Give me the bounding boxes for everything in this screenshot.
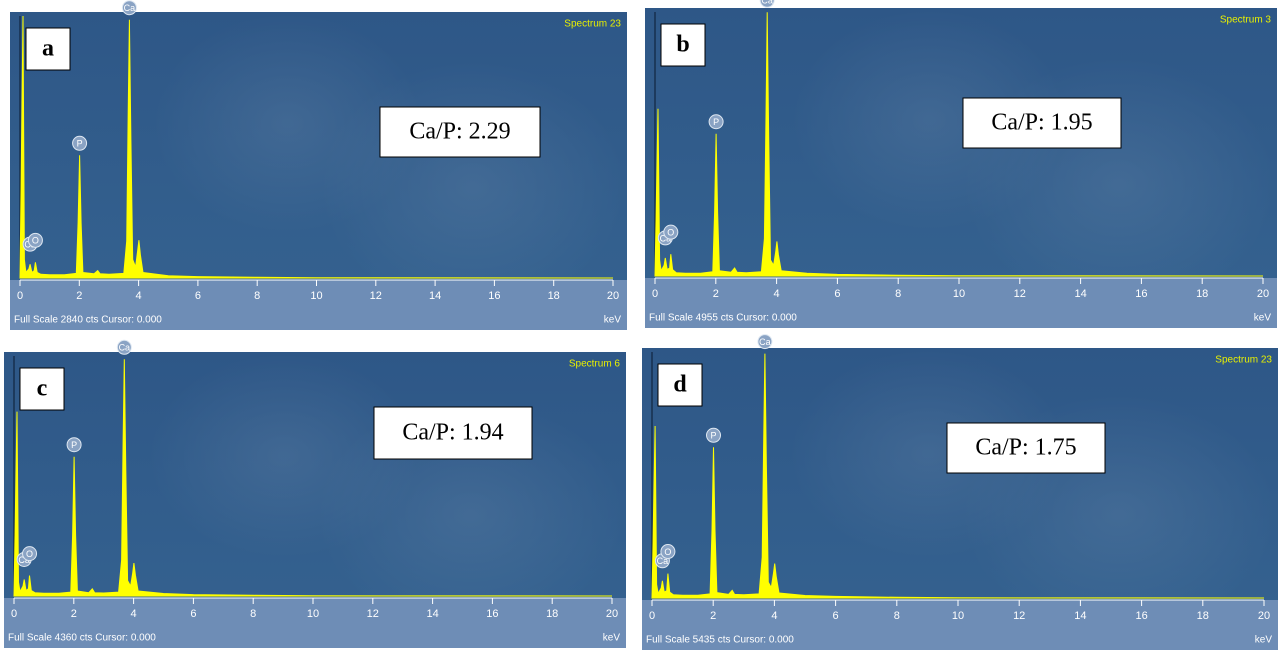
x-tick-label: 4: [774, 288, 780, 300]
footer: Full Scale 2840 cts Cursor: 0.000: [14, 315, 162, 326]
x-tick-label: 10: [953, 288, 965, 300]
x-tick-label: 10: [310, 290, 322, 302]
peak-label: O: [667, 228, 674, 238]
peak-label: Ca: [761, 0, 773, 6]
panel-label: c: [37, 376, 48, 402]
footer: Full Scale 5435 cts Cursor: 0.000: [646, 635, 794, 646]
x-tick-label: 4: [771, 610, 777, 622]
x-tick-label: 12: [367, 608, 379, 620]
ratio-text: Ca/P: 1.95: [991, 110, 1092, 136]
page: {"chart_data": [ {"type": "area", "panel…: [0, 0, 1280, 652]
x-tick-label: 4: [136, 290, 142, 302]
x-tick-label: 4: [131, 608, 137, 620]
x-tick-label: 18: [1197, 610, 1209, 622]
x-tick-label: 14: [1074, 610, 1086, 622]
x-tick-label: 18: [1196, 288, 1208, 300]
x-unit: keV: [603, 633, 621, 644]
x-tick-label: 6: [833, 610, 839, 622]
x-tick-label: 8: [254, 290, 260, 302]
spectrum-name: Spectrum 23: [564, 19, 621, 30]
x-tick-label: 6: [195, 290, 201, 302]
figure: 02468101214161820CaOPCaSpectrum 23Full S…: [0, 0, 1280, 652]
spectrum-name: Spectrum 23: [1215, 355, 1272, 366]
x-tick-label: 0: [11, 608, 17, 620]
x-tick-label: 20: [1257, 288, 1269, 300]
ratio-text: Ca/P: 2.29: [409, 119, 510, 145]
ratio-text: Ca/P: 1.75: [975, 435, 1076, 461]
peak-label: P: [71, 440, 77, 450]
panel-label: a: [42, 36, 54, 62]
x-tick-label: 20: [606, 608, 618, 620]
x-tick-label: 14: [429, 290, 441, 302]
x-unit: keV: [1255, 635, 1273, 646]
x-tick-label: 8: [250, 608, 256, 620]
peak-label: O: [26, 549, 33, 559]
spectrum-name: Spectrum 6: [569, 359, 621, 370]
x-tick-label: 14: [1074, 288, 1086, 300]
x-tick-label: 0: [652, 288, 658, 300]
x-tick-label: 12: [370, 290, 382, 302]
x-tick-label: 16: [1135, 288, 1147, 300]
x-tick-label: 16: [486, 608, 498, 620]
peak-label: P: [713, 117, 719, 127]
x-tick-label: 6: [834, 288, 840, 300]
x-tick-label: 18: [548, 290, 560, 302]
footer: Full Scale 4360 cts Cursor: 0.000: [8, 633, 156, 644]
x-unit: keV: [604, 315, 622, 326]
x-tick-label: 8: [895, 288, 901, 300]
panel-label: b: [676, 32, 689, 58]
x-tick-label: 10: [952, 610, 964, 622]
x-tick-label: 12: [1014, 288, 1026, 300]
peak-label: O: [664, 547, 671, 557]
x-tick-label: 8: [894, 610, 900, 622]
x-tick-label: 16: [1135, 610, 1147, 622]
x-tick-label: 20: [607, 290, 619, 302]
peak-label: Ca: [124, 3, 136, 13]
peak-label: Ca: [759, 337, 771, 347]
peak-label: P: [710, 431, 716, 441]
x-tick-label: 20: [1258, 610, 1270, 622]
ratio-text: Ca/P: 1.94: [402, 420, 503, 446]
x-tick-label: 2: [713, 288, 719, 300]
x-tick-label: 14: [426, 608, 438, 620]
texture: [961, 56, 1277, 312]
x-unit: keV: [1254, 313, 1272, 324]
x-tick-label: 2: [71, 608, 77, 620]
peak-label: P: [77, 139, 83, 149]
x-tick-label: 0: [649, 610, 655, 622]
panel-label: d: [673, 372, 687, 398]
x-tick-label: 2: [710, 610, 716, 622]
x-tick-label: 10: [307, 608, 319, 620]
texture: [319, 60, 628, 314]
footer: Full Scale 4955 cts Cursor: 0.000: [649, 313, 797, 324]
x-tick-label: 16: [488, 290, 500, 302]
x-tick-label: 0: [17, 290, 23, 302]
x-tick-label: 6: [190, 608, 196, 620]
spectrum-name: Spectrum 3: [1220, 15, 1272, 26]
x-tick-label: 18: [546, 608, 558, 620]
peak-label: O: [32, 236, 39, 246]
peak-label: Ca: [119, 343, 131, 353]
x-tick-label: 2: [76, 290, 82, 302]
x-tick-label: 12: [1013, 610, 1025, 622]
